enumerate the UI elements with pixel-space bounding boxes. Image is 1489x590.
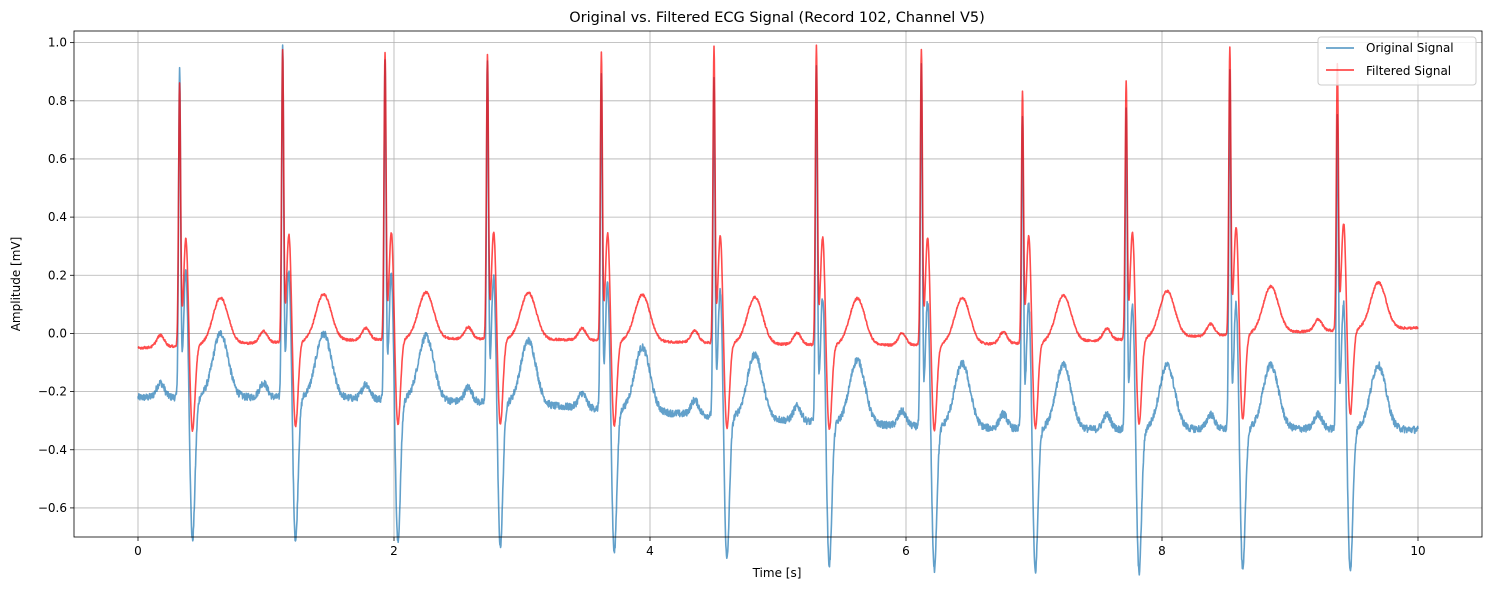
x-tick-label: 0 — [134, 544, 142, 558]
y-tick-label: 0.6 — [48, 152, 67, 166]
y-axis-label: Amplitude [mV] — [9, 237, 23, 332]
legend-label-filtered: Filtered Signal — [1366, 64, 1451, 78]
y-tick-label: 0.4 — [48, 210, 67, 224]
y-tick-label: −0.6 — [38, 501, 67, 515]
chart-title: Original vs. Filtered ECG Signal (Record… — [569, 10, 985, 26]
y-tick-label: −0.4 — [38, 443, 67, 457]
grid-lines — [74, 31, 1482, 537]
y-tick-label: 0.8 — [48, 94, 67, 108]
plot-area-frame — [73, 30, 1483, 538]
x-tick-label: 2 — [390, 544, 398, 558]
x-tick-label: 10 — [1410, 544, 1425, 558]
y-axis: −0.6 −0.4 −0.2 0.0 0.2 0.4 0.6 0.8 1.0 — [38, 36, 74, 515]
legend-box — [1317, 36, 1477, 86]
y-tick-label: 1.0 — [48, 36, 67, 50]
legend-label-original: Original Signal — [1366, 41, 1454, 55]
x-tick-label: 8 — [1158, 544, 1166, 558]
series-line-filtered — [137, 44, 1419, 433]
series-layer — [137, 44, 1419, 576]
x-tick-label: 6 — [902, 544, 910, 558]
legend: Original Signal Filtered Signal — [1317, 36, 1477, 86]
x-tick-label: 4 — [646, 544, 654, 558]
y-tick-label: 0.2 — [48, 268, 67, 282]
y-tick-label: −0.2 — [38, 385, 67, 399]
series-line-original — [137, 44, 1419, 576]
x-axis-label: Time [s] — [752, 566, 802, 580]
y-tick-label: 0.0 — [48, 326, 67, 340]
x-axis: 0 2 4 6 8 10 — [134, 537, 1426, 558]
